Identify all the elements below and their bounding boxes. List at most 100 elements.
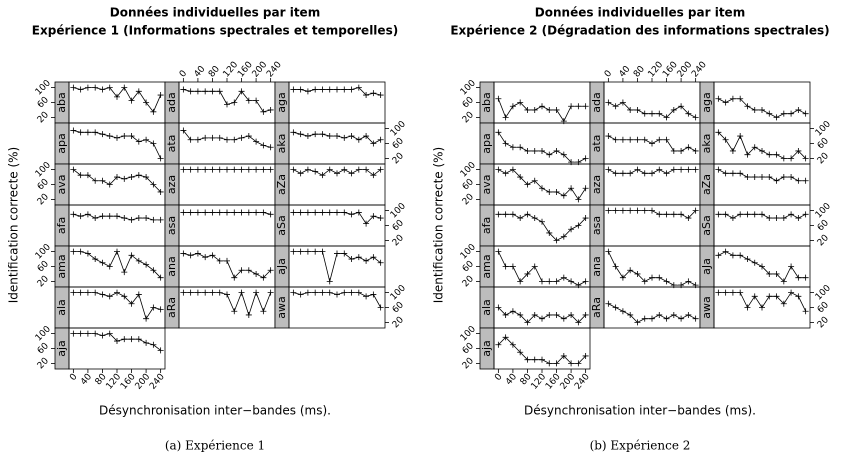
point <box>509 211 516 218</box>
point <box>194 166 201 173</box>
point <box>582 155 589 162</box>
panel <box>713 163 811 206</box>
point <box>216 209 223 216</box>
point <box>180 209 187 216</box>
y-tick-label: 20 <box>461 356 476 371</box>
point <box>802 211 809 218</box>
point <box>150 267 157 274</box>
point <box>670 147 677 154</box>
point <box>92 129 99 136</box>
chart-title: Données individuelles par item <box>110 6 320 20</box>
point <box>560 151 567 158</box>
strip-label: asa <box>165 216 178 235</box>
point <box>568 311 575 318</box>
point <box>297 170 304 177</box>
point <box>187 166 194 173</box>
point <box>627 267 634 274</box>
strip-label: apa <box>480 133 493 153</box>
point <box>290 86 297 93</box>
point <box>143 261 150 268</box>
point <box>304 166 311 173</box>
point <box>582 215 589 222</box>
point <box>231 136 238 143</box>
point <box>634 319 641 326</box>
point <box>290 248 297 255</box>
point <box>744 211 751 218</box>
point <box>627 170 634 177</box>
x-tick-label: 240 <box>148 372 167 392</box>
point <box>524 356 531 363</box>
point <box>795 106 802 113</box>
strip-label: aka <box>275 134 288 154</box>
point <box>759 174 765 181</box>
point <box>634 207 641 214</box>
point <box>121 215 128 222</box>
point <box>377 304 384 311</box>
point <box>216 134 223 141</box>
strip-label: aSa <box>700 215 713 235</box>
x-tick-label: 0 <box>493 372 505 383</box>
point <box>297 209 304 216</box>
point <box>70 248 77 255</box>
point <box>84 84 91 91</box>
point <box>187 136 194 143</box>
point <box>92 84 99 91</box>
point <box>260 108 267 115</box>
point <box>202 166 209 173</box>
point <box>238 88 245 95</box>
point <box>582 311 589 318</box>
point <box>202 209 209 216</box>
point <box>737 95 744 102</box>
point <box>121 84 128 91</box>
point <box>77 289 84 296</box>
point <box>70 289 77 296</box>
point <box>99 291 106 298</box>
caption: (b) Expérience 2 <box>590 439 691 453</box>
point <box>605 207 612 214</box>
x-tick-label: 120 <box>222 60 241 80</box>
point <box>517 278 524 285</box>
point <box>722 248 729 255</box>
point <box>524 319 531 326</box>
point <box>202 254 209 261</box>
point <box>634 136 641 143</box>
point <box>224 166 230 173</box>
point <box>502 311 509 318</box>
point <box>92 177 99 184</box>
point <box>84 330 91 337</box>
point <box>334 86 340 93</box>
point <box>348 211 355 218</box>
point <box>297 291 304 298</box>
point <box>619 136 626 143</box>
strip-label: aSa <box>275 215 288 235</box>
point <box>517 349 524 356</box>
panel <box>713 204 811 247</box>
point <box>531 177 538 184</box>
point <box>641 170 648 177</box>
point <box>795 215 802 222</box>
y-tick-label: 20 <box>816 315 831 330</box>
point <box>238 209 245 216</box>
y-tick-label: 60 <box>461 177 476 192</box>
point <box>744 174 751 181</box>
strip-label: ama <box>55 254 68 278</box>
point <box>678 103 685 110</box>
strip-label: aZa <box>700 174 713 195</box>
point <box>524 147 531 154</box>
strip-label: ana <box>590 256 603 276</box>
point <box>744 151 751 158</box>
point <box>370 254 377 261</box>
point <box>348 256 355 263</box>
point <box>180 166 187 173</box>
point <box>553 311 560 318</box>
point <box>77 86 84 93</box>
point <box>766 293 773 300</box>
point <box>128 174 135 181</box>
point <box>722 170 729 177</box>
point <box>780 278 787 285</box>
point <box>605 248 612 255</box>
x-tick-label: 160 <box>661 60 680 80</box>
point <box>795 274 802 281</box>
point <box>143 339 150 346</box>
point <box>180 86 187 93</box>
